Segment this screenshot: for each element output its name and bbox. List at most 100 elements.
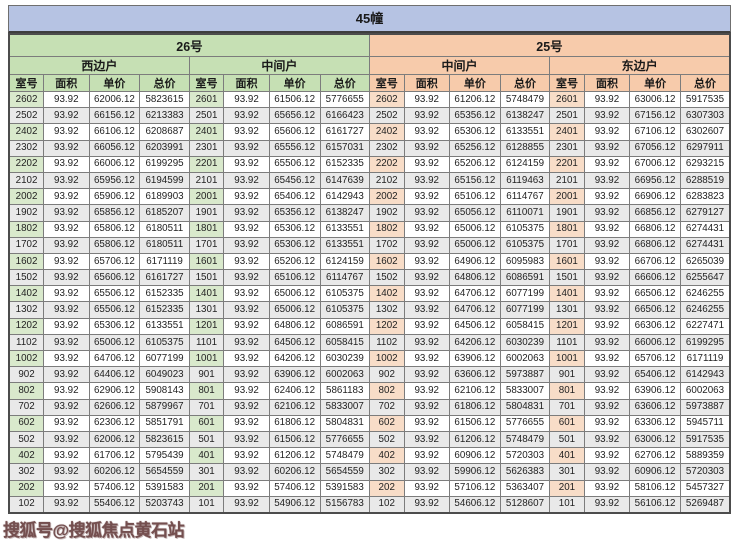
price-cell: 65906.12 [88,188,141,206]
area-cell: 93.92 [223,366,270,384]
room-cell: 1201 [188,317,225,335]
area-cell: 93.92 [43,430,90,449]
area-cell: 93.92 [403,333,450,352]
price-cell: 61806.12 [268,414,321,432]
area-cell: 93.92 [583,414,631,432]
price-cell: 62406.12 [268,382,321,400]
total-cell: 6030239 [499,333,551,352]
total-cell: 6307303 [680,107,731,125]
price-cell: 65106.12 [268,269,321,287]
price-cell: 54906.12 [268,495,321,514]
area-cell: 93.92 [583,236,631,254]
area-cell: 93.92 [583,495,631,514]
table-row: 1802 93.92 65806.12 6180511 1801 93.92 65306.1… [8,220,731,238]
area-cell: 93.92 [223,382,270,400]
room-cell: 1102 [8,333,45,352]
total-cell: 5128607 [499,495,551,514]
room-cell: 1501 [549,269,585,287]
total-cell: 6110071 [499,204,551,222]
price-cell: 65806.12 [88,220,141,238]
price-cell: 61506.12 [268,90,321,109]
price-cell: 61706.12 [88,447,141,465]
area-cell: 93.92 [223,220,270,238]
total-cell: 5776655 [319,90,370,109]
room-cell: 502 [8,430,45,449]
total-cell: 6180511 [139,236,190,254]
total-cell: 6213383 [139,107,190,125]
total-cell: 6246255 [680,285,731,303]
area-cell: 93.92 [43,447,90,465]
price-cell: 64706.12 [448,301,501,319]
area-cell: 93.92 [43,317,90,335]
room-cell: 1502 [8,269,45,287]
room-cell: 1401 [549,285,585,303]
area-cell: 93.92 [403,123,450,141]
price-cell: 54606.12 [448,495,501,514]
area-cell: 93.92 [583,463,631,481]
area-cell: 93.92 [223,155,270,173]
total-cell: 5823615 [139,430,190,449]
total-cell: 6246255 [680,301,731,319]
price-cell: 65206.12 [268,252,321,271]
table-row: 2502 93.92 66156.12 6213383 2501 93.92 65656.1… [8,107,731,125]
area-cell: 93.92 [583,398,631,416]
total-cell: 6152335 [319,155,370,173]
price-cell: 65506.12 [88,301,141,319]
total-cell: 6203991 [139,139,190,157]
price-cell: 61806.12 [448,398,501,416]
column-header: 单价 [448,74,501,92]
area-cell: 93.92 [403,252,450,271]
table-row: 2002 93.92 65906.12 6189903 2001 93.92 65406.1… [8,188,731,206]
room-cell: 2002 [8,188,45,206]
room-cell: 1402 [368,285,405,303]
room-cell: 401 [188,447,225,465]
room-cell: 1901 [188,204,225,222]
total-cell: 5748479 [499,90,551,109]
price-cell: 65406.12 [268,188,321,206]
room-cell: 2601 [549,90,585,109]
total-cell: 6105375 [319,301,370,319]
price-cell: 66856.12 [629,204,681,222]
total-cell: 5203743 [139,495,190,514]
price-cell: 66056.12 [88,139,141,157]
total-cell: 5363407 [499,479,551,497]
area-cell: 93.92 [403,398,450,416]
area-cell: 93.92 [403,479,450,497]
total-cell: 5720303 [499,447,551,465]
price-cell: 61206.12 [268,447,321,465]
room-cell: 2502 [8,107,45,125]
room-cell: 1902 [368,204,405,222]
price-cell: 67106.12 [629,123,681,141]
price-cell: 60906.12 [629,463,681,481]
room-cell: 1601 [549,252,585,271]
room-cell: 2102 [368,171,405,190]
column-header: 室号 [188,74,225,92]
room-cell: 1202 [368,317,405,335]
total-cell: 6086591 [499,269,551,287]
total-cell: 5776655 [499,414,551,432]
room-cell: 1101 [188,333,225,352]
price-cell: 57406.12 [88,479,141,497]
price-cell: 62606.12 [88,398,141,416]
price-cell: 61206.12 [448,430,501,449]
price-cell: 65106.12 [448,188,501,206]
column-header: 室号 [368,74,405,92]
area-cell: 93.92 [43,90,90,109]
table-row: 2202 93.92 66006.12 6199295 2201 93.92 65506.1… [8,155,731,173]
area-cell: 93.92 [403,414,450,432]
area-cell: 93.92 [43,301,90,319]
room-cell: 401 [549,447,585,465]
area-cell: 93.92 [583,139,631,157]
total-cell: 5889359 [680,447,731,465]
area-cell: 93.92 [43,495,90,514]
room-cell: 602 [368,414,405,432]
area-cell: 93.92 [43,382,90,400]
room-cell: 102 [8,495,45,514]
room-cell: 1002 [368,349,405,368]
area-cell: 93.92 [43,252,90,271]
area-cell: 93.92 [43,220,90,238]
total-cell: 5748479 [499,430,551,449]
unit-header: 东边户 [549,56,731,75]
total-cell: 5269487 [680,495,731,514]
total-cell: 5795439 [139,447,190,465]
